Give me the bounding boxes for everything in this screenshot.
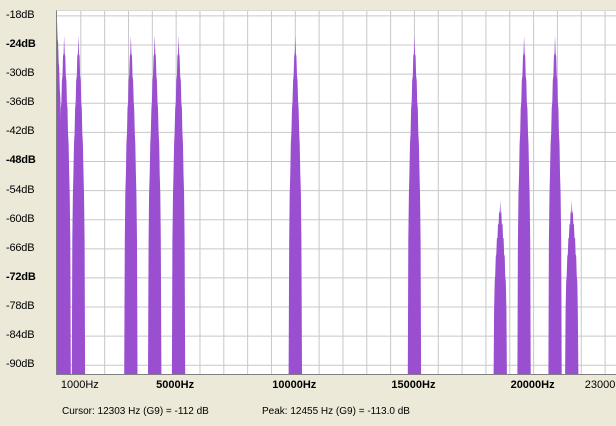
- spectrum-peak: [71, 35, 86, 375]
- y-tick-label: -60dB: [6, 212, 35, 225]
- spectrum-peak: [565, 200, 579, 375]
- y-tick-label: -48dB: [6, 154, 36, 167]
- cursor-readout: Cursor: 12303 Hz (G9) = -112 dB: [62, 406, 209, 417]
- spectrum-peak: [124, 35, 138, 375]
- status-bar: Cursor: 12303 Hz (G9) = -112 dB Peak: 12…: [0, 396, 616, 426]
- spectrum-svg: [57, 11, 616, 375]
- y-tick-label: -90dB: [6, 358, 35, 371]
- y-tick-label: -78dB: [6, 300, 35, 313]
- spectrum-peak: [148, 35, 162, 375]
- spectrum-peak: [288, 35, 302, 375]
- spectrum-peak: [171, 35, 186, 375]
- x-tick-label: 10000Hz: [272, 379, 317, 391]
- y-tick-label: -72dB: [6, 270, 36, 283]
- y-tick-label: -54dB: [6, 183, 35, 196]
- y-tick-label: -30dB: [6, 67, 35, 80]
- y-tick-label: -66dB: [6, 241, 35, 254]
- x-axis-labels: 1000Hz 5000Hz 10000Hz 15000Hz 20000Hz 23000H: [56, 374, 616, 395]
- spectrum-peak: [517, 35, 531, 375]
- y-tick-label: -24dB: [6, 37, 36, 50]
- peak-readout: Peak: 12455 Hz (G9) = -113.0 dB: [262, 406, 410, 417]
- x-tick-label: 20000Hz: [510, 379, 555, 391]
- y-tick-label: -84dB: [6, 329, 35, 342]
- spectrum-peak: [407, 35, 422, 375]
- x-tick-label: 1000Hz: [60, 379, 99, 391]
- y-tick-label: -36dB: [6, 96, 35, 109]
- y-tick-label: -18dB: [6, 8, 35, 21]
- spectrum-plot[interactable]: [56, 10, 616, 375]
- spectrum-peak: [548, 35, 562, 375]
- x-tick-label: 23000H: [584, 379, 616, 391]
- y-tick-label: -42dB: [6, 125, 35, 138]
- x-tick-label: 15000Hz: [391, 379, 436, 391]
- y-axis-labels: -18dB -24dB -30dB -36dB -42dB -48dB -54dB -60dB…: [0, 0, 56, 374]
- x-tick-label: 5000Hz: [156, 379, 195, 391]
- spectrum-peak: [57, 35, 71, 375]
- spectrum-peak: [493, 200, 507, 375]
